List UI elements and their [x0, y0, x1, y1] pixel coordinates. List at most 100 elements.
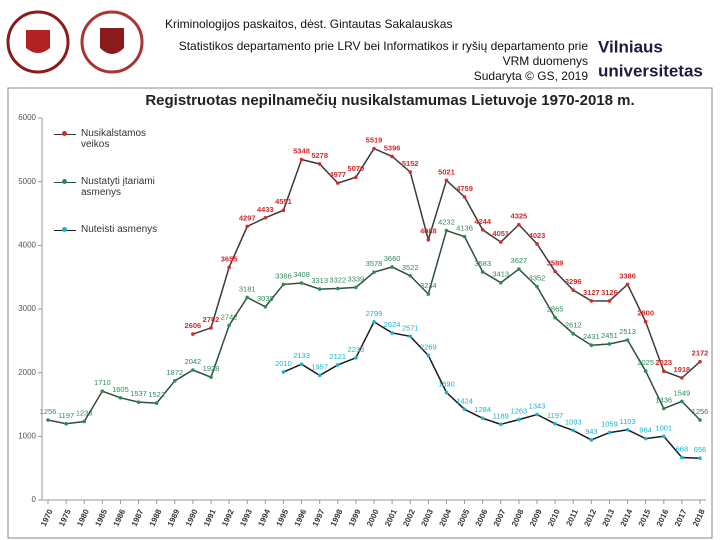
marker [517, 417, 521, 422]
data-label: 2865 [547, 305, 564, 314]
x-tick-label: 2009 [528, 507, 544, 527]
marker [643, 319, 648, 324]
marker [517, 222, 521, 227]
data-label: 4023 [529, 231, 546, 240]
marker [444, 178, 449, 183]
x-tick-label: 2011 [564, 507, 580, 527]
data-label: 3413 [492, 270, 509, 279]
data-label: 2624 [384, 320, 401, 329]
marker [426, 353, 431, 358]
data-label: 2799 [366, 309, 383, 318]
marker [299, 362, 304, 366]
marker [553, 269, 557, 274]
logo-shield [26, 30, 50, 53]
marker [661, 406, 666, 411]
data-label: 3522 [402, 263, 419, 272]
x-tick-label: 2005 [456, 507, 472, 527]
x-tick-label: 1991 [202, 507, 218, 527]
data-label: 3127 [583, 288, 600, 297]
data-label: 3627 [511, 256, 528, 265]
marker [661, 434, 666, 439]
marker [245, 295, 250, 300]
logo-shield [100, 28, 124, 54]
data-label: 1001 [655, 423, 672, 432]
data-label: 4232 [438, 218, 455, 227]
data-label: 4297 [239, 213, 256, 222]
x-tick-label: 1970 [39, 507, 55, 527]
data-label: 1059 [601, 420, 618, 429]
marker [589, 438, 594, 442]
data-label: 668 [676, 444, 689, 453]
data-label: 1103 [619, 417, 635, 426]
data-label: 1424 [456, 396, 473, 405]
data-label: 2742 [221, 312, 238, 321]
data-label: 5519 [366, 136, 383, 145]
data-label: 1093 [565, 417, 582, 426]
marker [607, 342, 612, 346]
legend-entry: Nuteisti asmenys [54, 224, 172, 235]
marker [335, 181, 340, 185]
marker [680, 376, 684, 380]
marker [498, 240, 503, 244]
data-label: 5021 [438, 167, 455, 176]
x-tick-label: 2015 [637, 507, 653, 527]
marker [245, 224, 250, 229]
data-label: 1605 [112, 385, 129, 394]
data-label: 5396 [384, 143, 401, 152]
y-tick-label: 1000 [18, 431, 36, 440]
data-label: 1189 [493, 411, 509, 420]
chart-frame [7, 87, 713, 539]
marker [571, 428, 576, 433]
data-label: 3322 [329, 275, 346, 284]
data-label: 1256 [40, 407, 57, 416]
marker [426, 292, 431, 296]
data-label: 2606 [185, 321, 202, 330]
data-label: 2025 [637, 358, 654, 367]
marker [698, 359, 702, 364]
data-label: 3578 [366, 259, 383, 268]
data-label: 5348 [293, 146, 310, 155]
data-label: 2612 [565, 321, 582, 330]
legend-marker [62, 179, 67, 184]
x-tick-label: 1989 [166, 507, 182, 527]
marker [553, 421, 557, 426]
legend-label: Nustatyti įtariami asmenys [81, 176, 155, 198]
marker [136, 400, 141, 404]
x-tick-label: 1988 [148, 507, 164, 527]
data-label: 2513 [619, 327, 636, 336]
data-label: 2023 [655, 358, 672, 367]
brand: Vilniaus [598, 37, 663, 56]
x-tick-label: 1993 [238, 507, 254, 527]
data-label: 3126 [601, 288, 618, 297]
marker [263, 304, 268, 309]
data-label: 1436 [655, 396, 672, 405]
marker [281, 370, 286, 374]
marker [82, 419, 87, 424]
marker [680, 455, 684, 460]
marker [698, 418, 702, 422]
x-tick-label: 2016 [655, 507, 671, 527]
data-label: 2269 [420, 343, 437, 352]
y-tick-label: 0 [32, 495, 37, 504]
marker [46, 418, 50, 422]
marker [354, 356, 358, 360]
data-label: 1263 [511, 407, 528, 416]
data-label: 3655 [221, 254, 238, 263]
data-label: 2571 [402, 323, 419, 332]
x-tick-label: 2013 [600, 507, 616, 527]
x-tick-label: 2007 [492, 507, 508, 527]
marker [408, 273, 413, 278]
y-tick-label: 6000 [18, 113, 36, 122]
marker [426, 237, 431, 242]
x-tick-label: 1995 [274, 507, 290, 527]
marker [625, 427, 630, 432]
marker [317, 287, 322, 291]
data-label: 4433 [257, 205, 274, 214]
legend: Nusikalstamos veikos Nustatyti įtariami a… [54, 128, 172, 261]
y-tick-label: 4000 [18, 240, 36, 249]
data-label: 3386 [619, 271, 636, 280]
data-label: 2042 [185, 357, 202, 366]
header-line: Kriminologijos paskaitos, dėst. Gintauta… [165, 17, 452, 31]
x-tick-label: 2006 [474, 507, 490, 527]
marker [535, 412, 539, 417]
